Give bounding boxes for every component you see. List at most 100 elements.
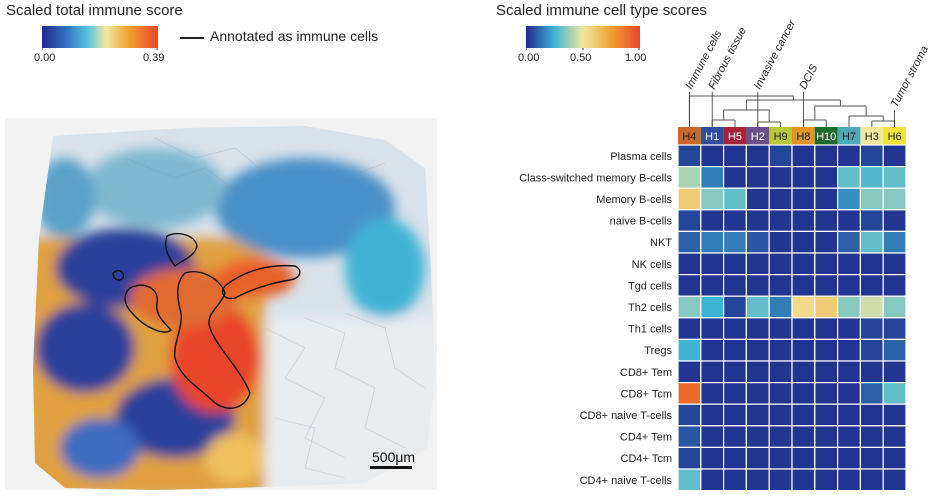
row-label: NKT [650,237,672,249]
heatmap-cell [677,187,702,211]
heatmap-cell [791,187,816,211]
heatmap-cell [768,403,793,427]
heatmap-cell [836,403,861,427]
heatmap-cell [836,468,861,492]
heatmap-cell [859,274,884,297]
heatmap-cell [722,403,747,427]
heatmap-cell [768,295,793,319]
heatmap-cell [791,446,816,470]
heatmap-cell [859,187,884,211]
heatmap-cell [836,144,861,168]
heatmap-cell [677,468,702,492]
heatmap-cell [745,209,770,233]
row-label: CD8+ naive T-cells [580,410,673,422]
heatmap-cell [836,252,861,276]
heatmap-cell [882,274,907,297]
heatmap-cell [722,166,747,189]
column-header-H3 [860,127,884,145]
heatmap-cell [745,166,770,189]
heatmap-cell [882,187,907,211]
heatmap-cell [882,403,907,427]
heatmap-cell [882,144,907,168]
heatmap-cell [768,144,793,168]
heatmap-cell [882,317,907,340]
heatmap-cell [700,166,725,189]
heatmap-cell [677,403,702,427]
heatmap-cell [814,382,839,405]
heatmap-cell [745,338,770,362]
left-colorbar [41,26,158,50]
heatmap-cell [722,187,747,211]
heatmap-cell [882,209,907,233]
row-label: CD8+ Tem [620,367,672,379]
heatmap-cell [677,338,702,362]
column-label-H7: H7 [842,131,856,143]
heatmap-cell [882,166,907,189]
heatmap-cell [722,468,747,492]
heatmap-cell [677,425,702,448]
heatmap-cell [859,144,884,168]
heatmap-cell [768,360,793,384]
heatmap-cell [722,209,747,233]
row-label: CD4+ Tem [620,432,672,444]
column-annotation-label: Invasive cancer [752,17,799,91]
heatmap-cell [836,338,861,362]
heatmap-cell [859,468,884,492]
heatmap-cell [677,317,702,340]
heatmap-cell [722,425,747,448]
row-label: Memory B-cells [596,194,672,206]
heatmap-cell [700,425,725,448]
heatmap-cell [791,230,816,254]
right-colorbar-tick-0: 0.00 [518,52,540,64]
heatmap-cell [768,252,793,276]
legend-line-swatch [180,37,204,39]
heatmap-cell [882,425,907,448]
heatmap-cell [814,252,839,276]
heatmap-cell [836,425,861,448]
heatmap-cell [882,360,907,384]
column-header-H2 [746,127,770,145]
heatmap-cell [859,403,884,427]
heatmap-cell [745,230,770,254]
heatmap-cell [700,144,725,168]
heatmap-cell [677,295,702,319]
heatmap-cell [768,274,793,297]
heatmap-cell [722,360,747,384]
heatmap-cell [836,274,861,297]
heatmap-cell [814,317,839,340]
heatmap-cell [814,230,839,254]
column-label-H10: H10 [816,131,836,143]
column-header-H1 [700,127,724,145]
heatmap-cell [700,209,725,233]
heatmap-cell [882,338,907,362]
column-annotation-label: DCIS [797,62,820,91]
heatmap-cell [814,338,839,362]
heatmap-cell [859,382,884,405]
heatmap-cell [859,209,884,233]
heatmap-cell [814,295,839,319]
right-colorbar [525,26,640,50]
row-label: Plasma cells [610,151,672,163]
heatmap-cell [814,360,839,384]
heatmap-cell [859,338,884,362]
column-header-H10 [814,127,838,145]
heatmap-cell [814,425,839,448]
heatmap-cell [836,317,861,340]
heatmap-cell [814,274,839,297]
heatmap-cell [722,338,747,362]
right-panel-title: Scaled immune cell type scores [496,2,707,19]
column-label-H8: H8 [796,131,810,143]
heatmap-cell [700,230,725,254]
heatmap-cell [791,144,816,168]
heatmap-cell [745,360,770,384]
column-annotation-label: Tumor stroma [889,44,931,109]
heatmap-cell [882,252,907,276]
heatmap-cell [814,209,839,233]
heatmap-cell [745,295,770,319]
column-header-H7 [837,127,861,145]
heatmap-cell [859,252,884,276]
row-label: CD4+ naive T-cells [580,475,673,487]
heatmap-cell [791,252,816,276]
heatmap-cell [859,166,884,189]
column-label-H4: H4 [682,131,696,143]
